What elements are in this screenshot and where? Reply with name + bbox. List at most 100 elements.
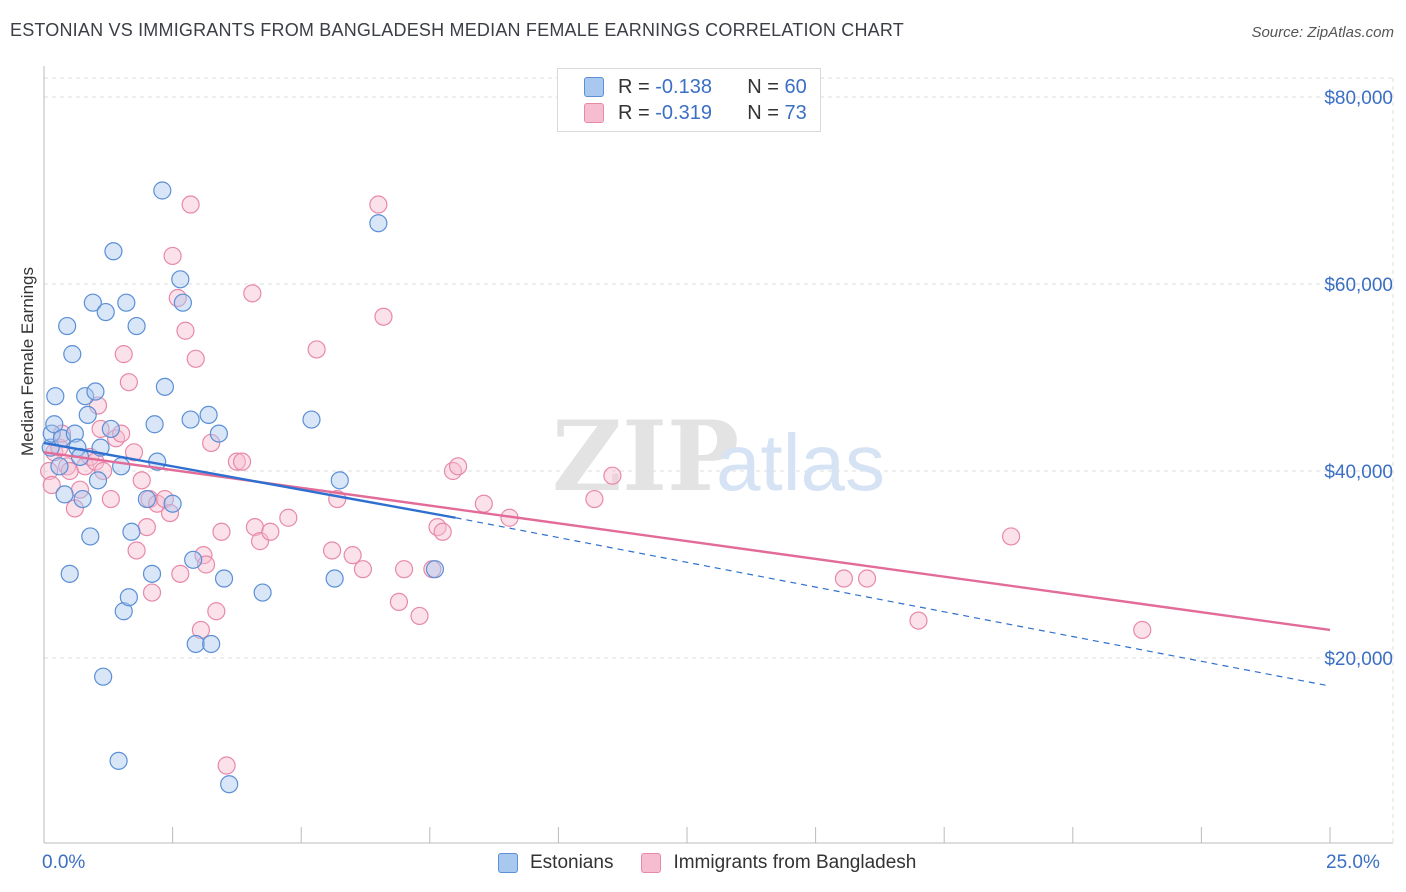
point-estonian [302,410,321,429]
series-label-estonians: Estonians [530,852,614,873]
point-bangladesh [410,606,429,626]
point-estonian [104,242,123,261]
point-estonian [171,270,190,289]
point-estonian [76,387,95,406]
point-bangladesh [176,321,195,340]
point-bangladesh [369,195,388,214]
point-estonian [94,667,113,686]
point-bangladesh [433,522,452,541]
x-tick-label-min: 0.0% [42,852,86,873]
point-estonian [202,634,221,654]
point-bangladesh [232,452,252,471]
point-bangladesh [171,564,190,583]
legend-r-label: R = [618,101,650,124]
source-credit: Source: ZipAtlas.com [1251,24,1394,41]
point-estonian [117,293,136,312]
point-estonian [78,405,97,424]
point-bangladesh [163,246,182,266]
point-bangladesh [94,461,113,481]
point-bangladesh [1133,620,1152,640]
point-estonian [96,302,115,322]
point-bangladesh [191,620,210,640]
point-bangladesh [353,560,373,579]
watermark-atlas: atlas [716,418,885,507]
point-bangladesh [279,508,298,527]
point-bangladesh [142,583,162,602]
point-estonian [55,485,74,504]
point-estonian [184,550,203,569]
point-estonian [122,522,141,541]
point-bangladesh [42,475,61,495]
point-estonian [46,387,65,406]
point-estonian [330,471,349,490]
legend-row-bangladesh: R = -0.319 N = 73 [584,100,807,126]
watermark-zip: ZIP [552,400,739,513]
point-estonian [88,471,108,490]
point-estonian [145,415,164,434]
point-bangladesh [202,433,221,453]
y-axis-label: Median Female Earnings [18,267,37,456]
y-tick-label: $80,000 [1324,88,1393,109]
point-bangladesh [91,419,110,439]
point-estonian [253,583,272,602]
point-estonian [142,564,162,583]
point-bangladesh [448,457,468,476]
trendline-estonian-extension [455,517,1331,687]
point-bangladesh [137,517,156,537]
legend-swatch-bangladesh [584,103,604,123]
point-estonian [119,588,138,607]
point-bangladesh [1001,527,1021,546]
point-bangladesh [212,522,231,541]
point-bangladesh [343,546,362,565]
point-bangladesh [857,569,877,588]
chart-title: ESTONIAN VS IMMIGRANTS FROM BANGLADESH M… [10,20,904,40]
y-tick-label: $20,000 [1324,649,1393,670]
point-bangladesh [394,560,414,579]
point-estonian [127,316,146,336]
point-bangladesh [65,499,84,518]
legend-n-label: N = [747,101,779,124]
point-estonian [155,377,174,396]
legend-n-value-estonians: 60 [784,75,807,98]
point-bangladesh [374,307,393,326]
series-swatch-estonians [498,853,518,873]
legend-swatch-estonians [584,77,604,97]
point-estonian [60,564,79,583]
point-bangladesh [389,592,409,612]
point-bangladesh [112,424,131,443]
point-estonian [101,419,120,439]
point-estonian [73,489,92,509]
point-estonian [186,634,205,654]
point-estonian [137,489,156,509]
point-estonian [112,457,131,476]
point-estonian [214,569,234,588]
point-bangladesh [124,443,144,462]
point-estonian [199,405,218,424]
point-bangladesh [217,756,236,775]
point-estonian [65,424,84,443]
point-estonian [220,775,239,794]
point-estonian [173,293,192,312]
point-bangladesh [585,489,604,509]
series-legend-bangladesh[interactable]: Immigrants from Bangladesh [641,852,916,874]
point-estonian [163,494,182,513]
y-tick-label: $40,000 [1324,462,1393,483]
point-bangladesh [261,522,280,541]
point-estonian [114,602,133,621]
legend-r-label: R = [618,75,650,98]
legend-n-value-bangladesh: 73 [784,101,807,124]
point-bangladesh [603,466,622,485]
point-estonian [109,751,128,770]
series-legend-estonians[interactable]: Estonians [498,852,613,874]
point-bangladesh [132,471,151,490]
point-estonian [425,560,445,579]
point-estonian [209,424,228,443]
series-label-bangladesh: Immigrants from Bangladesh [673,852,917,873]
series-swatch-bangladesh [641,853,662,873]
point-estonian [369,214,388,233]
legend-box: R = -0.138 N = 60 R = -0.319 N = 73 [557,68,821,132]
point-bangladesh [474,494,493,513]
point-estonian [325,569,344,588]
x-tick-label-max: 25.0% [1326,852,1380,873]
